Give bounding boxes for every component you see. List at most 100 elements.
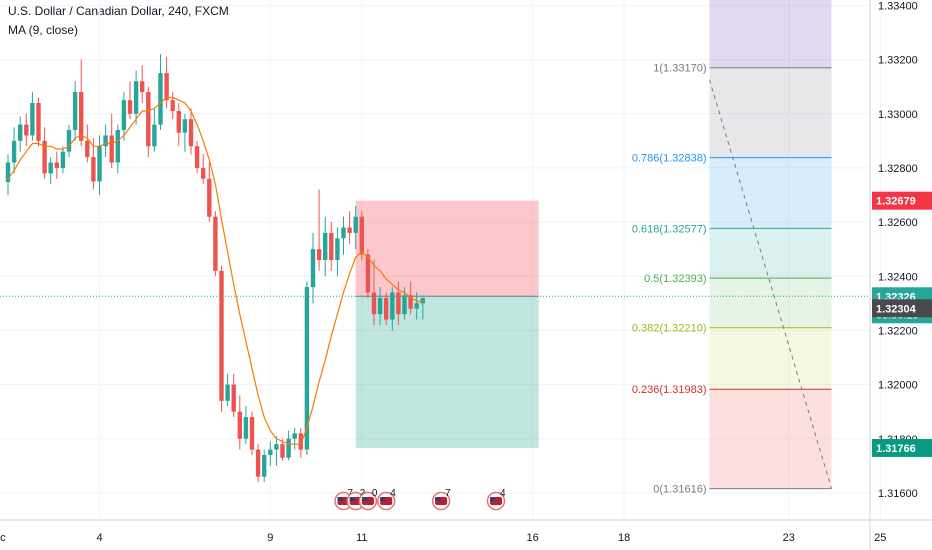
candle-body[interactable]: [347, 227, 352, 233]
event-flag-canton: [349, 497, 355, 501]
candle-body[interactable]: [213, 216, 218, 271]
ma-price-badge: 1.32304: [876, 303, 917, 315]
time-tick-label: 16: [526, 532, 538, 544]
candle-body[interactable]: [188, 119, 194, 147]
candle-body[interactable]: [310, 249, 316, 288]
candle-body[interactable]: [91, 157, 96, 182]
ma-legend[interactable]: MA (9, close): [8, 23, 79, 37]
candle-body[interactable]: [194, 146, 200, 168]
candle-body[interactable]: [48, 162, 53, 174]
candle-body[interactable]: [140, 81, 145, 93]
candle-body[interactable]: [5, 162, 11, 183]
event-count-badge: 4: [500, 488, 506, 499]
candle-body[interactable]: [390, 292, 395, 320]
target-price-badge: 1.31766: [876, 443, 916, 455]
candle-body[interactable]: [329, 232, 334, 260]
candle-body[interactable]: [384, 297, 389, 320]
stop-price-badge-bg: [872, 191, 932, 210]
candle-body[interactable]: [298, 433, 303, 450]
candle-body[interactable]: [408, 295, 413, 309]
candle-body[interactable]: [42, 140, 47, 174]
candle-body[interactable]: [158, 73, 163, 125]
candle-body[interactable]: [133, 81, 139, 114]
candle-body[interactable]: [207, 178, 212, 217]
candle-body[interactable]: [262, 455, 267, 477]
chart-title: U.S. Dollar / Canadian Dollar, 240, FXCM: [8, 4, 229, 18]
candle-body[interactable]: [66, 130, 72, 152]
ma-price-badge-bg: [872, 299, 932, 318]
time-tick-label: Dec: [0, 532, 6, 544]
fib-level-label: 0.5(1.32393): [644, 273, 706, 285]
candle-body[interactable]: [255, 449, 261, 477]
candle-body[interactable]: [146, 92, 151, 147]
candle-body[interactable]: [24, 124, 29, 136]
time-tick-label: 11: [356, 532, 367, 544]
candle-body[interactable]: [268, 449, 273, 455]
candle-body[interactable]: [18, 124, 23, 141]
candle-body[interactable]: [341, 227, 346, 239]
event-count-badge: 0: [372, 488, 378, 499]
candle-body[interactable]: [182, 119, 188, 133]
event-count-badge: 4: [390, 488, 396, 499]
candle-body[interactable]: [103, 135, 108, 147]
candle-body[interactable]: [97, 146, 102, 182]
candle-body[interactable]: [286, 438, 291, 458]
candle-body[interactable]: [335, 238, 340, 260]
price-tick-label: 1.32200: [878, 325, 918, 337]
candle-body[interactable]: [365, 254, 371, 293]
candle-body[interactable]: [353, 216, 358, 233]
candle-body[interactable]: [121, 100, 127, 130]
candle-body[interactable]: [11, 140, 17, 163]
candle-body[interactable]: [402, 295, 407, 315]
price-tick-label: 1.32600: [878, 217, 918, 229]
candle-body[interactable]: [396, 292, 401, 315]
candle-body[interactable]: [359, 216, 364, 255]
candle-body[interactable]: [420, 297, 425, 304]
candle-body[interactable]: [176, 111, 181, 133]
candle-body[interactable]: [243, 417, 249, 439]
candle-body[interactable]: [292, 433, 297, 439]
candle-body[interactable]: [225, 384, 230, 401]
candle-body[interactable]: [127, 100, 133, 114]
stop-loss-zone[interactable]: [355, 200, 539, 297]
candle-body[interactable]: [280, 444, 285, 458]
price-tick-label: 1.32000: [878, 380, 918, 392]
candle-body[interactable]: [36, 102, 41, 141]
event-flag-canton: [435, 497, 441, 501]
candle-body[interactable]: [152, 124, 157, 147]
candle-body[interactable]: [249, 417, 255, 450]
price-tick-label: 1.33400: [878, 0, 918, 12]
candle-body[interactable]: [115, 130, 120, 163]
candle-body[interactable]: [219, 270, 224, 401]
candle-body[interactable]: [304, 287, 310, 450]
candle-body[interactable]: [30, 102, 35, 136]
candle-body[interactable]: [323, 232, 328, 260]
candle-body[interactable]: [371, 292, 377, 315]
event-count-badge: 7: [445, 488, 451, 499]
candle-body[interactable]: [316, 249, 322, 260]
fib-band: [709, 67, 832, 158]
candle-body[interactable]: [60, 151, 66, 168]
candle-body[interactable]: [109, 135, 114, 163]
stop-price-badge: 1.32679: [876, 196, 916, 208]
candle-body[interactable]: [237, 411, 242, 439]
candle-body[interactable]: [79, 92, 84, 141]
candle-body[interactable]: [201, 167, 206, 179]
candle-body[interactable]: [164, 73, 169, 101]
fib-level-label: 0.618(1.32577): [632, 223, 707, 235]
candle-body[interactable]: [72, 92, 78, 130]
take-profit-zone[interactable]: [355, 296, 539, 448]
candle-body[interactable]: [54, 162, 59, 168]
candle-body[interactable]: [85, 140, 90, 158]
position-zones: [355, 200, 539, 448]
candle-body[interactable]: [377, 297, 383, 315]
candle-body[interactable]: [414, 303, 419, 309]
candle-body[interactable]: [170, 100, 175, 112]
target-price-badge-bg: [872, 438, 932, 457]
grid: [0, 0, 881, 520]
candle-body[interactable]: [231, 384, 236, 412]
fib-trend-line[interactable]: [709, 79, 832, 489]
candle-body[interactable]: [274, 444, 279, 450]
fib-band: [709, 157, 832, 229]
